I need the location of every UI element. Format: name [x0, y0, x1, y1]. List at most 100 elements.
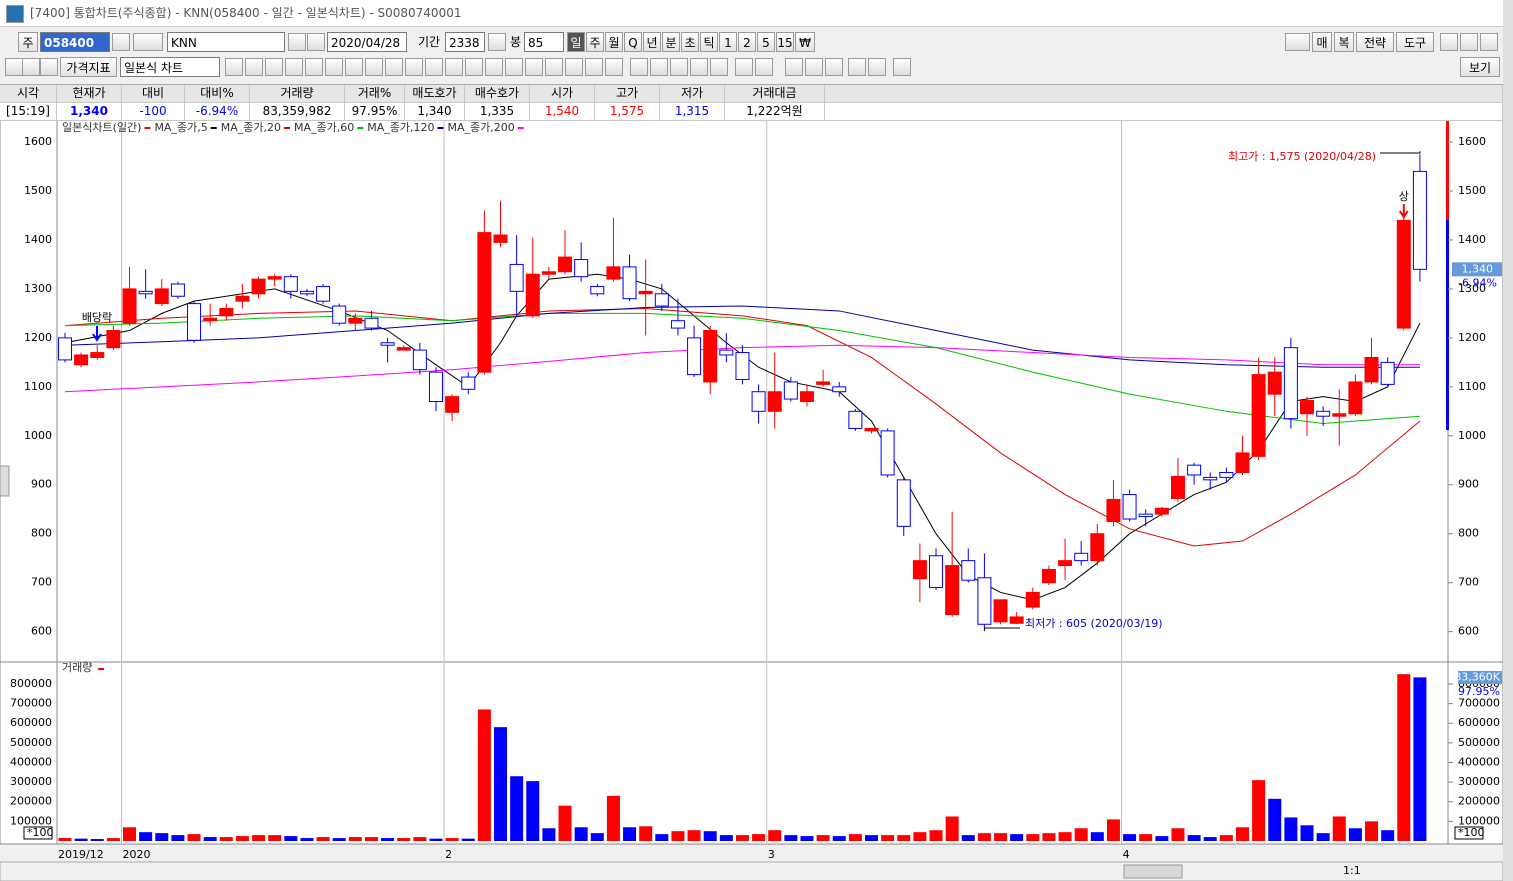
volume-bar — [800, 836, 814, 841]
tool-icon[interactable] — [690, 58, 708, 76]
toolbar-button[interactable]: 도구 — [1396, 32, 1434, 52]
period-button[interactable]: 5 — [757, 32, 775, 52]
tool-icon[interactable] — [1480, 33, 1498, 51]
tool-icon[interactable] — [365, 58, 383, 76]
tool-icon[interactable] — [1460, 33, 1478, 51]
next-button[interactable] — [288, 33, 306, 51]
tool-icon[interactable] — [755, 58, 773, 76]
tool-icon[interactable] — [805, 58, 823, 76]
volume-bar — [1284, 817, 1298, 841]
period-button[interactable]: 일 — [567, 32, 585, 52]
prev-button[interactable] — [307, 33, 325, 51]
period-button[interactable]: 틱 — [700, 32, 718, 52]
tool-icon[interactable] — [785, 58, 803, 76]
change-rate: -6.94% — [1458, 276, 1497, 289]
tool-icon[interactable] — [565, 58, 583, 76]
period-button[interactable]: 분 — [662, 32, 680, 52]
volume-bar — [881, 835, 895, 841]
tool-icon[interactable] — [710, 58, 728, 76]
lock-icon[interactable] — [488, 33, 506, 51]
code-input[interactable]: 058400 — [40, 32, 110, 52]
candle-body — [1251, 374, 1266, 457]
tool-icon[interactable] — [445, 58, 463, 76]
scroll-thumb[interactable] — [1123, 864, 1183, 879]
legend-label: MA_종가,120 — [367, 121, 434, 134]
tool-icon[interactable] — [848, 58, 866, 76]
candle-body — [929, 555, 944, 589]
toolbar-button[interactable]: 복 — [1334, 32, 1354, 52]
y-tick-label: 100000 — [10, 814, 52, 827]
toolbar-button[interactable]: 전략 — [1356, 32, 1394, 52]
tool-icon[interactable] — [825, 58, 843, 76]
volume-bar — [639, 826, 653, 841]
period-button[interactable]: Q — [624, 32, 642, 52]
sort-icon[interactable] — [133, 33, 163, 51]
name-input[interactable]: KNN — [167, 32, 285, 52]
tool-icon[interactable] — [893, 58, 911, 76]
y-tick-label: 1300 — [1458, 282, 1486, 295]
tool-icon[interactable] — [1440, 33, 1458, 51]
candle-body — [316, 285, 331, 302]
tool-icon[interactable] — [245, 58, 263, 76]
view-button[interactable]: 보기 — [1460, 57, 1500, 77]
tool-icon[interactable] — [650, 58, 668, 76]
candle-body — [670, 320, 685, 329]
scrollbar[interactable] — [0, 861, 1504, 881]
tool-icon[interactable] — [485, 58, 503, 76]
unit-box — [23, 826, 53, 840]
tool-icon[interactable] — [345, 58, 363, 76]
app-icon — [6, 5, 24, 23]
arrow-icon[interactable] — [5, 58, 23, 76]
tool-icon[interactable] — [630, 58, 648, 76]
candle-body — [428, 371, 443, 403]
y-tick-label: 700000 — [1458, 697, 1500, 710]
tool-icon[interactable] — [325, 58, 343, 76]
y-tick-label: 700 — [31, 576, 52, 589]
tool-icon[interactable] — [425, 58, 443, 76]
tool-icon[interactable] — [225, 58, 243, 76]
quote-header: 시가 — [530, 85, 595, 103]
period-input[interactable]: 2338 — [445, 32, 485, 52]
tool-icon[interactable] — [585, 58, 603, 76]
chart-style-select[interactable]: 일본식 차트 — [120, 57, 220, 77]
tool-icon[interactable] — [505, 58, 523, 76]
right-scrollbar[interactable] — [1503, 0, 1513, 881]
quote-header: 거래량 — [250, 85, 345, 103]
tool-icon[interactable] — [525, 58, 543, 76]
candle-body — [590, 285, 605, 295]
period-button[interactable]: 초 — [681, 32, 699, 52]
period-button[interactable]: 1 — [719, 32, 737, 52]
tool-icon[interactable] — [868, 58, 886, 76]
toolbar-button[interactable]: 매 — [1312, 32, 1332, 52]
period-button[interactable]: 년 — [643, 32, 661, 52]
volume-bar — [461, 838, 475, 841]
tool-icon[interactable] — [305, 58, 323, 76]
arrow-icon[interactable] — [22, 58, 40, 76]
volume-bar — [961, 835, 975, 841]
indicator-button[interactable]: 가격지표 — [60, 57, 117, 77]
tool-icon[interactable] — [385, 58, 403, 76]
tool-icon[interactable] — [605, 58, 623, 76]
period-button[interactable]: 2 — [738, 32, 756, 52]
tool-icon[interactable] — [265, 58, 283, 76]
tool-icon[interactable] — [465, 58, 483, 76]
y-tick-label: 1300 — [24, 282, 52, 295]
period-button[interactable]: 월 — [605, 32, 623, 52]
candle-body — [687, 337, 702, 376]
cloud-icon[interactable] — [1285, 33, 1310, 51]
tool-icon[interactable] — [670, 58, 688, 76]
period-button[interactable]: 주 — [586, 32, 604, 52]
date-input[interactable]: 2020/04/28 — [327, 32, 407, 52]
unit-label: *100 — [1458, 826, 1485, 839]
tool-icon[interactable] — [405, 58, 423, 76]
side-toggle[interactable] — [0, 465, 10, 497]
market-button[interactable]: 주 — [18, 32, 38, 52]
period-button[interactable]: 15 — [776, 32, 794, 52]
search-icon[interactable] — [112, 33, 130, 51]
tool-icon[interactable] — [545, 58, 563, 76]
edit-icon[interactable] — [40, 58, 58, 76]
tool-icon[interactable] — [285, 58, 303, 76]
period-button[interactable]: ₩ — [795, 32, 815, 52]
count-input[interactable]: 85 — [524, 32, 564, 52]
tool-icon[interactable] — [735, 58, 753, 76]
